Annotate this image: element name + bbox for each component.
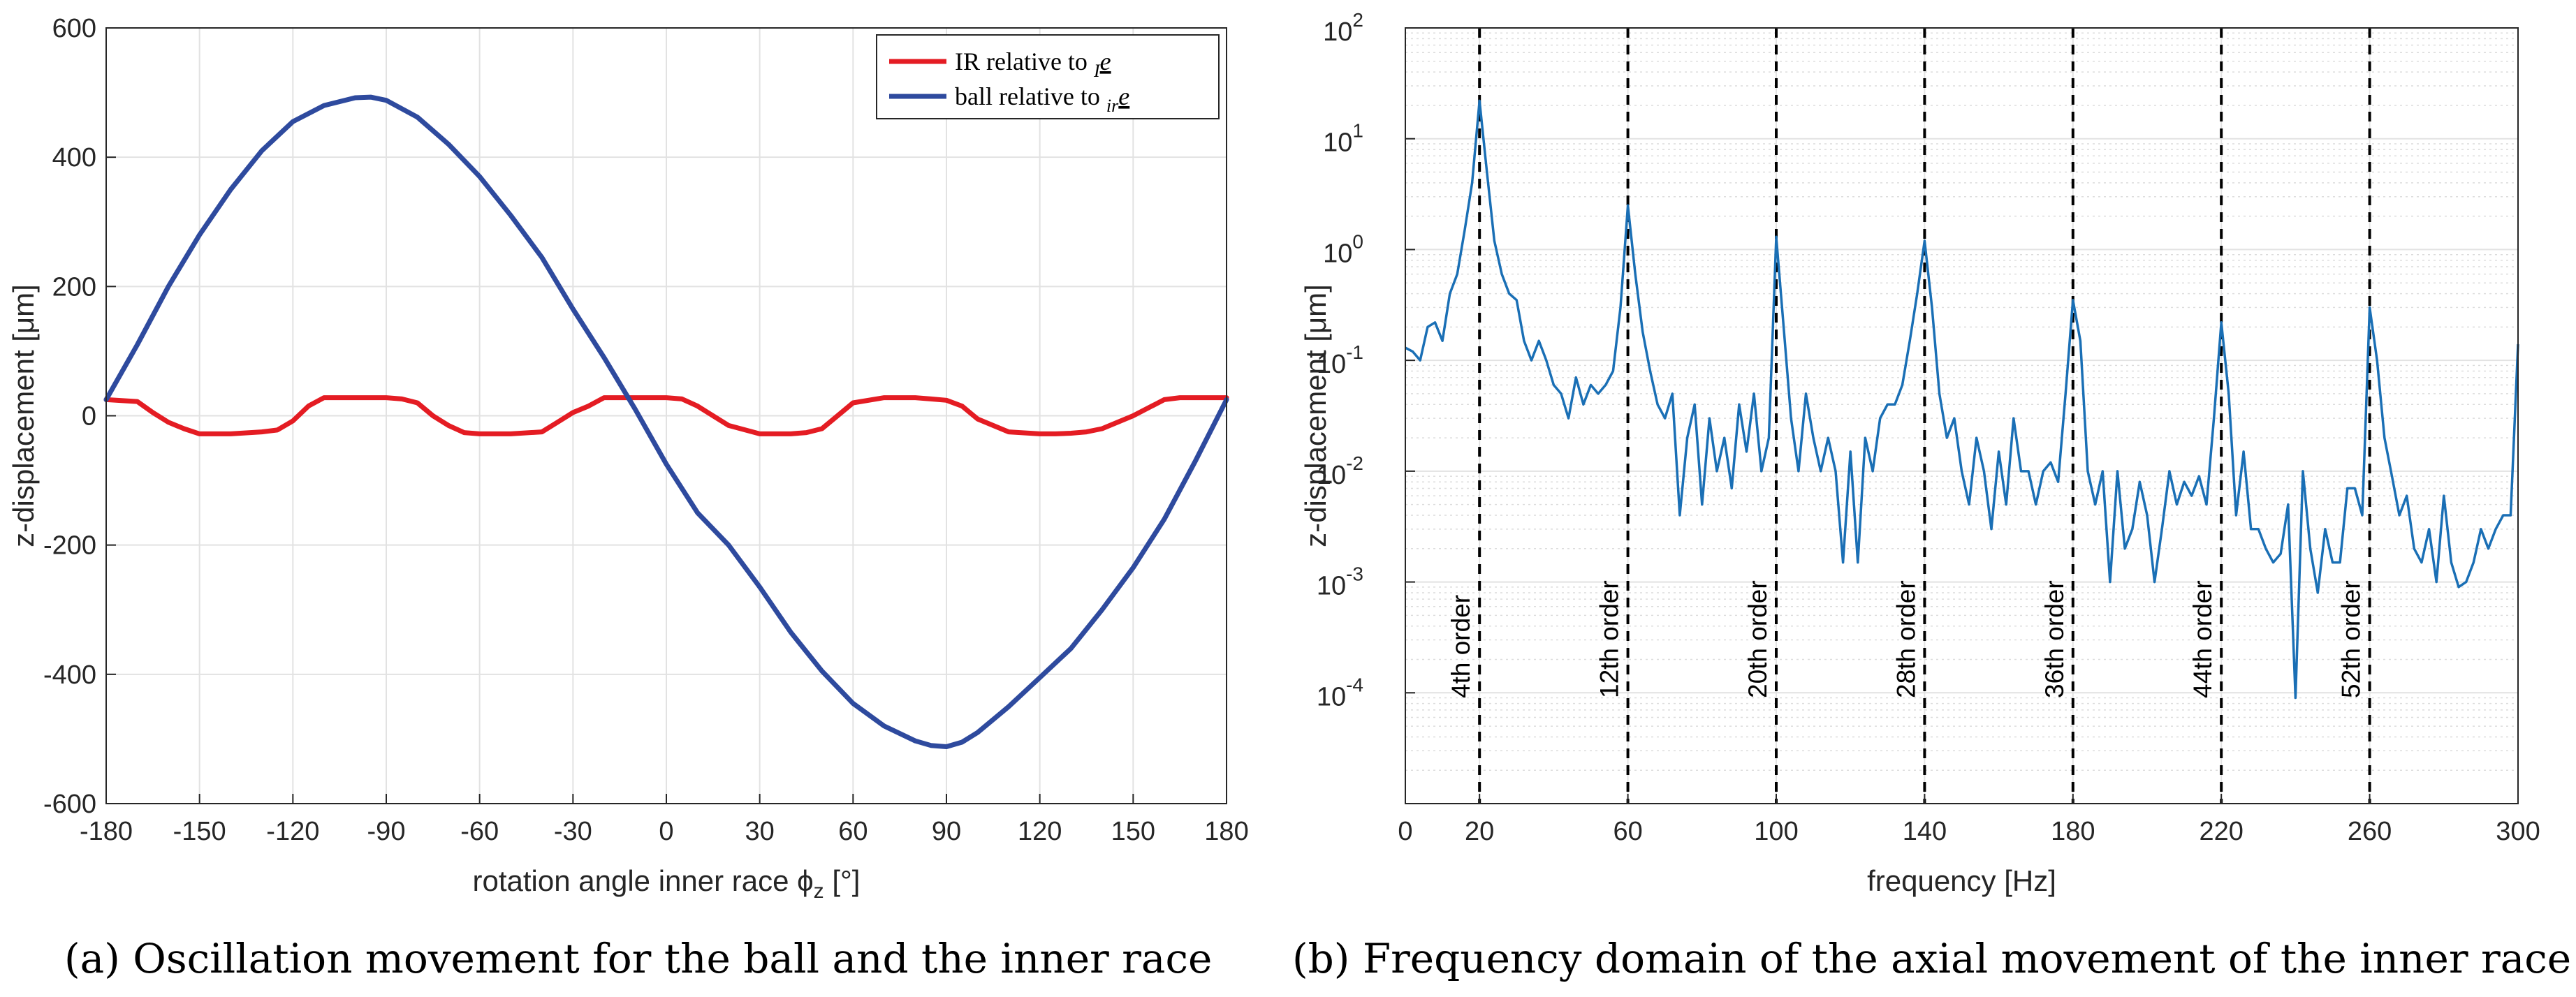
panel-b-x-tick-label: 140	[1903, 817, 1947, 846]
panel-a-x-axis-label: rotation angle inner race ϕz [°]	[473, 864, 861, 903]
panel-a-x-tick-label: -150	[173, 817, 226, 846]
panel-b-x-tick-label: 300	[2496, 817, 2540, 846]
panel-b-order-label: 4th order	[1447, 595, 1475, 698]
panel-b-x-tick-label: 0	[1398, 817, 1412, 846]
panel-a-x-tick-label: 0	[659, 817, 673, 846]
panel-b-order-label: 28th order	[1891, 580, 1920, 698]
panel-a-y-tick-label: 200	[52, 272, 96, 302]
panel-b-x-tick-label: 20	[1465, 817, 1494, 846]
panel-a-series-line-0	[103, 395, 1229, 436]
panel-b-order-label: 36th order	[2040, 580, 2069, 698]
panel-a-y-tick-label: -400	[43, 660, 96, 690]
panel-b-caption: (b) Frequency domain of the axial moveme…	[1292, 935, 2571, 982]
panel-b-order-label: 20th order	[1743, 580, 1772, 698]
panel-b-series-line-0	[1405, 99, 2519, 700]
panel-b-y-tick-label: 102	[1323, 9, 1363, 47]
panel-a-series	[103, 94, 1229, 749]
panel-b-series	[1405, 99, 2519, 700]
panel-a-y-tick-label: -600	[43, 790, 96, 819]
panel-b-order-label: 52th order	[2337, 580, 2366, 698]
panel-b-y-tick-label: 100	[1323, 230, 1363, 268]
panel-a-x-tick-label: 60	[838, 817, 868, 846]
panel-a-x-tick-label: -90	[367, 817, 406, 846]
panel-b-y-axis-label: z-displacement [μm]	[1299, 284, 1332, 547]
panel-b-x-tick-label: 220	[2199, 817, 2243, 846]
panel-b-ticks: 0 20 60 100 140 180 220 260 300 10-4 10-3 10-2 10-1 1…	[1317, 9, 2540, 846]
panel-b-axes-box	[1405, 27, 2519, 804]
panel-b-y-tick-label: 101	[1323, 120, 1363, 158]
panel-b-x-axis-label: frequency [Hz]	[1867, 864, 2056, 897]
panel-a-series-line-1	[103, 94, 1229, 749]
panel-a-x-tick-label: 30	[745, 817, 775, 846]
panel-b-order-lines: 4th order 12th order 20th order 28th order 3…	[1447, 28, 2371, 804]
panel-a-x-tick-label: -180	[80, 817, 133, 846]
panel-a-y-tick-label: 0	[82, 402, 96, 431]
panel-a-x-tick-label: 150	[1111, 817, 1155, 846]
panel-a-y-axis-label: z-displacement [μm]	[7, 284, 40, 547]
panel-a-x-tick-label: 90	[932, 817, 961, 846]
panel-a-grid	[105, 27, 1227, 804]
panel-a-x-tick-label: 180	[1204, 817, 1248, 846]
panel-a-y-tick-label: -200	[43, 531, 96, 561]
panel-b-y-tick-label: 10-2	[1317, 452, 1363, 490]
panel-b-x-tick-label: 60	[1613, 817, 1642, 846]
panel-b-chart: 4th order 12th order 20th order 28th order 3…	[1299, 9, 2540, 897]
panel-b-order-label: 44th order	[2188, 580, 2217, 698]
panel-b-y-tick-label: 10-1	[1317, 341, 1363, 379]
panel-a-ticks: -180 -150 -120 -90 -60 -30 0 30 60 90 120 150 180 -60…	[43, 14, 1249, 846]
panel-b-x-tick-label: 100	[1754, 817, 1798, 846]
panel-a-caption: (a) Oscillation movement for the ball an…	[64, 935, 1212, 982]
panel-b-y-tick-label: 10-4	[1317, 674, 1363, 711]
panel-a-x-tick-label: -30	[554, 817, 592, 846]
panel-a-chart: -180 -150 -120 -90 -60 -30 0 30 60 90 120 150 180 -60…	[7, 14, 1249, 903]
panel-a-x-tick-label: -120	[266, 817, 319, 846]
panel-a-x-tick-label: -60	[460, 817, 499, 846]
panel-a-legend-label-0: IR relative to Ie	[955, 47, 1111, 81]
panel-b-x-tick-label: 260	[2348, 817, 2392, 846]
panel-a-y-tick-label: 600	[52, 14, 96, 43]
panel-b-x-tick-label: 180	[2051, 817, 2095, 846]
panel-a-legend-label-1: ball relative to ire	[955, 82, 1129, 116]
panel-a-legend-box	[876, 34, 1220, 119]
panel-a-y-tick-label: 400	[52, 143, 96, 172]
panel-a-x-tick-label: 120	[1018, 817, 1062, 846]
panel-b-order-label: 12th order	[1595, 580, 1624, 698]
panel-b-y-tick-label: 10-3	[1317, 563, 1363, 601]
